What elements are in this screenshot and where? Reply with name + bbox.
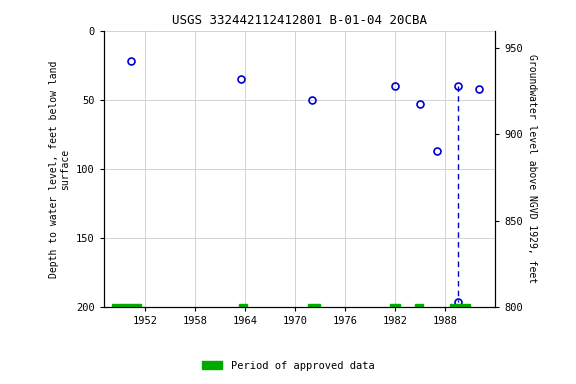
Y-axis label: Depth to water level, feet below land
surface: Depth to water level, feet below land su… (49, 60, 70, 278)
Bar (112, 304, 141, 309)
Bar (238, 304, 247, 309)
Legend: Period of approved data: Period of approved data (198, 357, 378, 375)
Y-axis label: Groundwater level above NGVD 1929, feet: Groundwater level above NGVD 1929, feet (527, 55, 537, 283)
Bar (415, 304, 423, 309)
Title: USGS 332442112412801 B-01-04 20CBA: USGS 332442112412801 B-01-04 20CBA (172, 14, 427, 27)
Bar (449, 304, 471, 309)
Bar (389, 304, 400, 309)
Bar (308, 304, 320, 309)
